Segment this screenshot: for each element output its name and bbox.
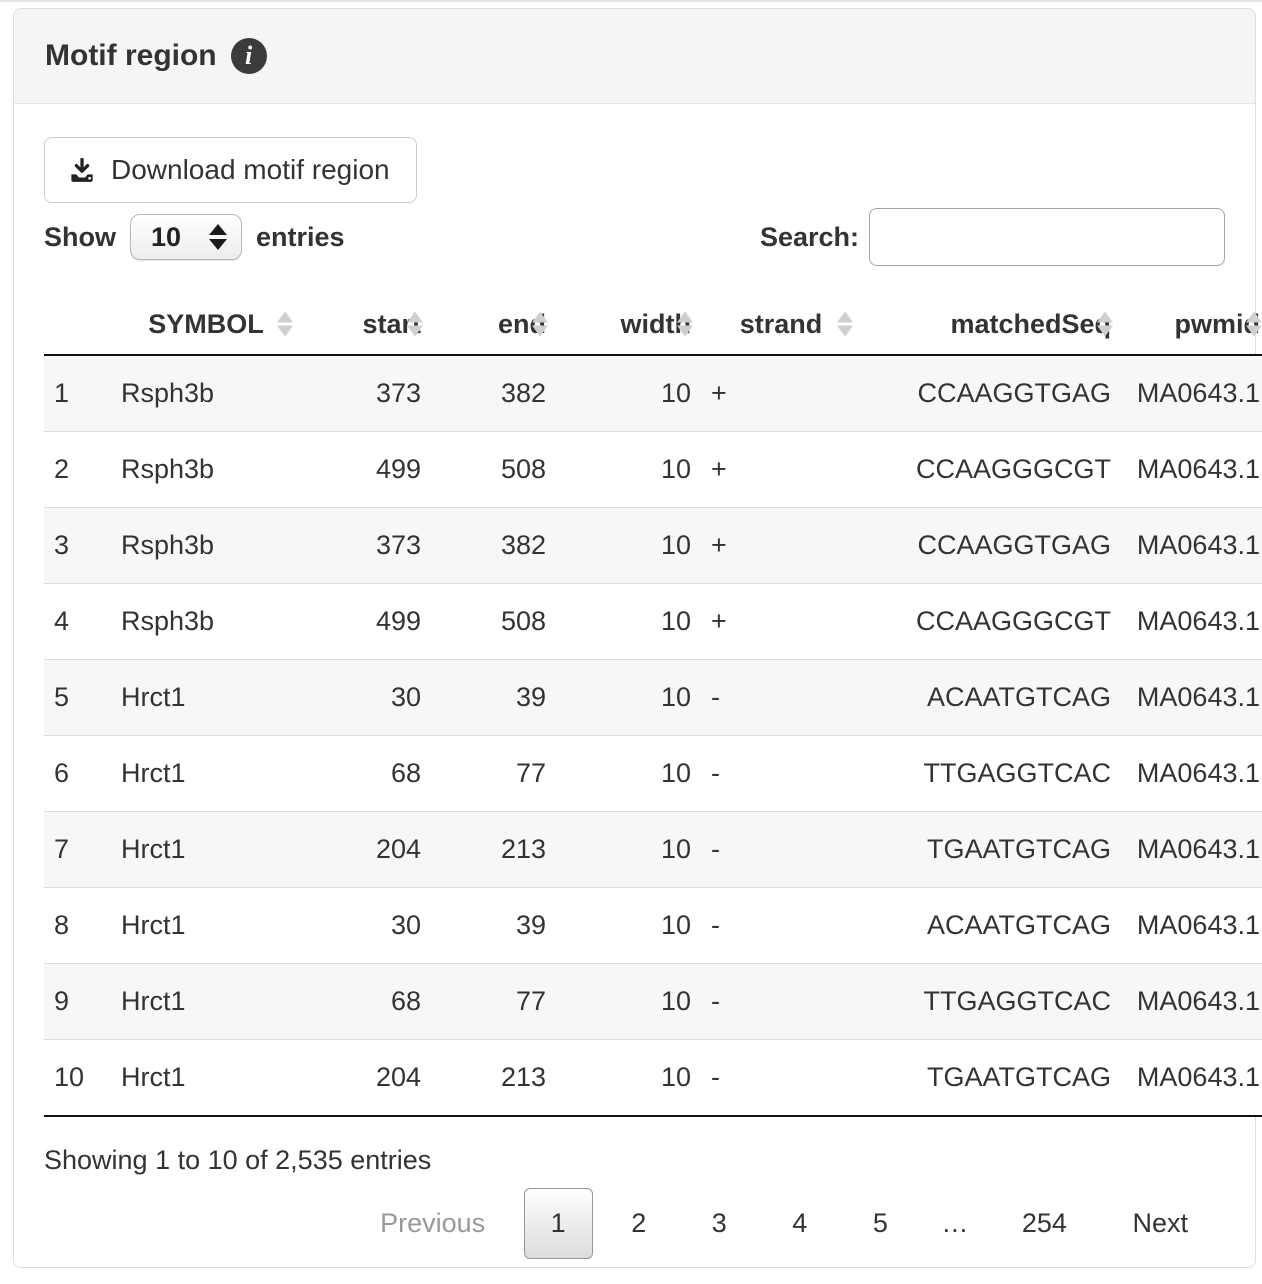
pagination-ellipsis: … [941,1208,969,1238]
header-strand[interactable]: strand [701,294,861,356]
header-width[interactable]: width [556,294,701,356]
panel-title: Motif region [45,39,217,72]
table-row[interactable]: 6 Hrct1 68 77 10 - TTGAGGTCAC MA0643.1 [44,735,1262,812]
table-info-text: Showing 1 to 10 of 2,535 entries [44,1145,432,1175]
table-row[interactable]: 3 Rsph3b 373 382 10 + CCAAGGTGAG MA0643.… [44,507,1262,584]
table-row[interactable]: 2 Rsph3b 499 508 10 + CCAAGGGCGT MA0643.… [44,431,1262,508]
page-length-value: 10 [151,221,182,252]
pagination-previous[interactable]: Previous [380,1208,486,1238]
pagination-page-3[interactable]: 3 [711,1208,727,1238]
panel-body: Download motif region Show 10 entries Se… [14,104,1262,1259]
page-top-divider [0,0,1262,2]
show-label: Show [44,221,116,252]
header-pwmid[interactable]: pwmid [1121,294,1262,356]
select-stepper-icon [209,224,227,250]
table-header-row: SYMBOL start end width [44,294,1262,356]
pagination-page-2[interactable]: 2 [631,1208,647,1238]
header-end[interactable]: end [431,294,556,356]
download-button-label: Download motif region [111,154,390,185]
pagination-page-1[interactable]: 1 [523,1188,593,1259]
search-control: Search: [760,208,1225,266]
search-input[interactable] [869,208,1225,266]
motif-region-table: SYMBOL start end width [44,294,1262,1117]
sort-icon [407,311,423,337]
header-index [44,294,111,356]
pagination: Previous 1 2 3 4 5 … 254 Next [44,1188,1225,1259]
panel-heading: Motif region i [14,9,1255,104]
entries-label: entries [256,221,345,252]
pagination-page-4[interactable]: 4 [792,1208,808,1238]
download-motif-region-button[interactable]: Download motif region [44,137,417,203]
sort-icon [277,311,293,337]
info-circle-icon[interactable]: i [230,38,267,74]
motif-region-panel: Motif region i Download motif region Sho… [13,8,1262,1268]
header-symbol[interactable]: SYMBOL [111,294,301,356]
header-start[interactable]: start [301,294,431,356]
page-length-control: Show 10 entries [44,214,345,260]
download-icon [71,158,93,182]
table-row[interactable]: 5 Hrct1 30 39 10 - ACAATGTCAG MA0643.1 [44,659,1262,736]
sort-icon [532,311,548,337]
sort-icon [677,311,693,337]
sort-icon [1097,311,1113,337]
pagination-next[interactable]: Next [1132,1208,1188,1238]
sort-icon [1246,311,1262,337]
page-length-select[interactable]: 10 [130,214,242,260]
table-row[interactable]: 10 Hrct1 204 213 10 - TGAATGTCAG MA0643.… [44,1039,1262,1116]
table-body: 1 Rsph3b 373 382 10 + CCAAGGTGAG MA0643.… [44,355,1262,1116]
pagination-page-5[interactable]: 5 [872,1208,888,1238]
table-row[interactable]: 8 Hrct1 30 39 10 - ACAATGTCAG MA0643.1 [44,887,1262,964]
search-label: Search: [759,221,859,252]
table-controls-row: Show 10 entries Search: [44,206,1225,268]
header-matchedseq[interactable]: matchedSeq [861,294,1121,356]
table-row[interactable]: 7 Hrct1 204 213 10 - TGAATGTCAG MA0643.1 [44,811,1262,888]
table-row[interactable]: 9 Hrct1 68 77 10 - TTGAGGTCAC MA0643.1 [44,963,1262,1040]
table-row[interactable]: 4 Rsph3b 499 508 10 + CCAAGGGCGT MA0643.… [44,583,1262,660]
sort-icon [837,311,853,337]
pagination-page-254[interactable]: 254 [1021,1208,1067,1238]
table-row[interactable]: 1 Rsph3b 373 382 10 + CCAAGGTGAG MA0643.… [44,355,1262,432]
